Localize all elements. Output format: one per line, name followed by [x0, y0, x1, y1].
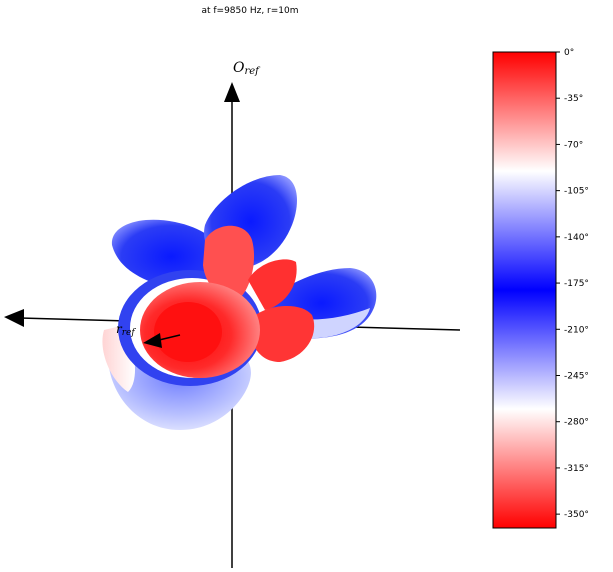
colorbar-tick-label: -350°	[564, 510, 589, 520]
up-axis-label: Oref	[233, 60, 261, 77]
colorbar-tick-label: -140°	[564, 233, 589, 243]
colorbar-tick-label: -35°	[564, 94, 583, 104]
surface-lobes	[102, 175, 377, 430]
colorbar: 0° -35° -70° -105° -140° -175° -210° -245° -280°…	[492, 48, 589, 529]
colorbar-tick-label: -280°	[564, 418, 589, 428]
rref-arrowhead	[143, 333, 162, 348]
colorbar-tick-label: -315°	[564, 464, 589, 474]
petal-right-upper	[248, 259, 297, 310]
colorbar-tick-label: 0°	[564, 48, 574, 58]
plot-title: at f=9850 Hz, r=10m	[201, 6, 299, 16]
side-axis-label: rref	[116, 322, 136, 338]
petal-upper	[203, 225, 255, 300]
vertical-axis-arrowhead	[224, 82, 240, 102]
colorbar-tick-label: -210°	[564, 325, 589, 335]
colorbar-tick-label: -245°	[564, 371, 589, 381]
colorbar-tick-label: -105°	[564, 187, 589, 197]
horizontal-axis-arrowhead	[4, 309, 24, 327]
core-red-inner	[154, 302, 222, 362]
rref-marker	[143, 333, 181, 348]
colorbar-ticks: 0° -35° -70° -105° -140° -175° -210° -245° -280°…	[556, 48, 589, 520]
petal-right-lower	[249, 305, 315, 362]
colorbar-fill	[492, 51, 557, 529]
colorbar-tick-label: -70°	[564, 140, 583, 150]
colorbar-tick-label: -175°	[564, 279, 589, 289]
